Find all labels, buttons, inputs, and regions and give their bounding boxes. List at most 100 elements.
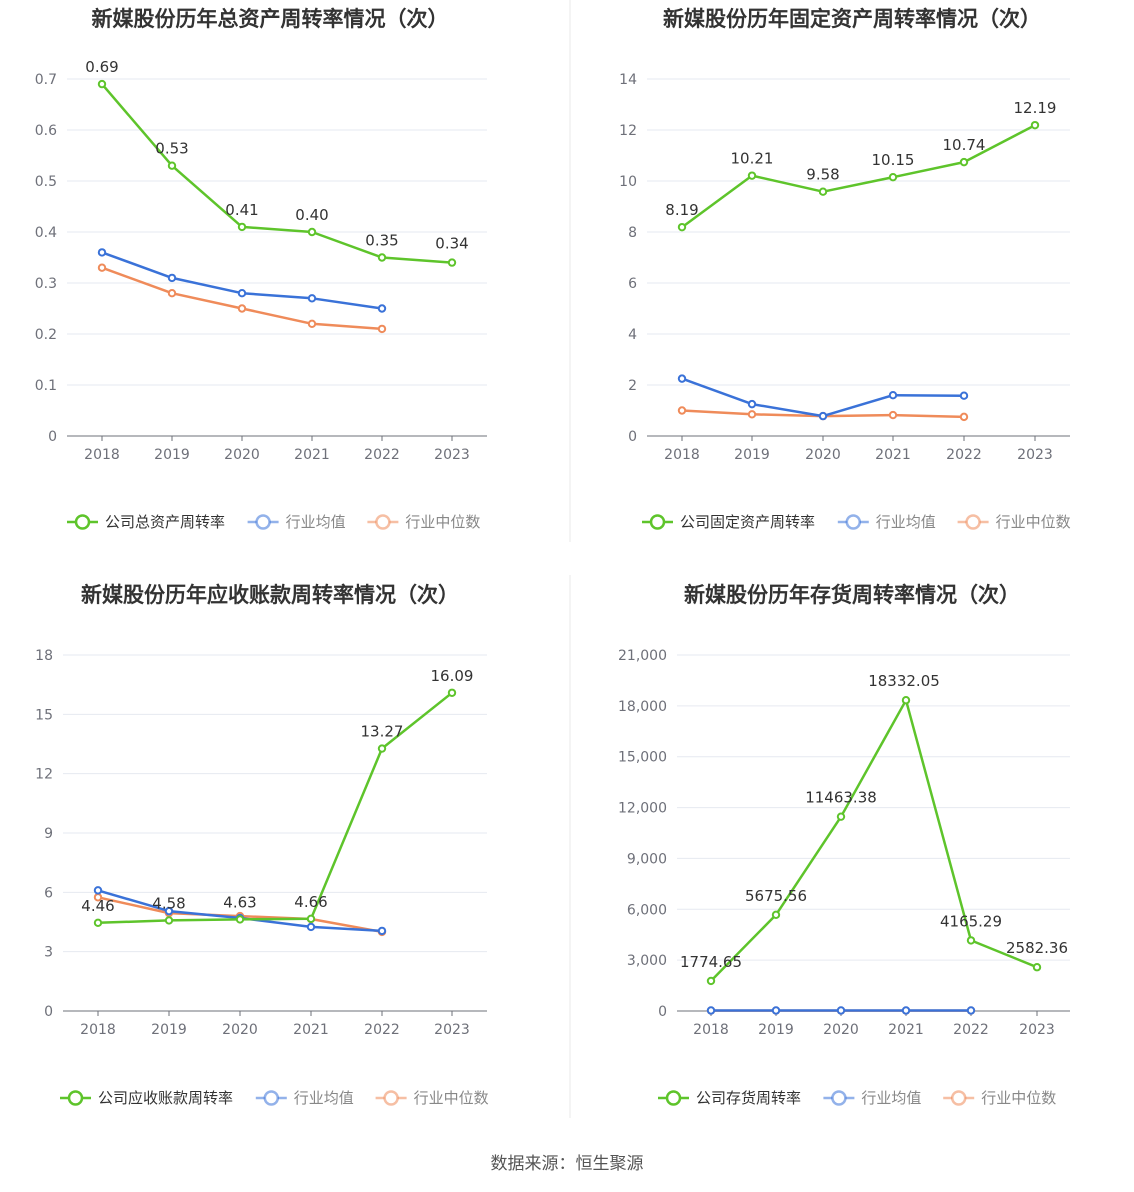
data-point-average bbox=[901, 1006, 911, 1015]
y-tick-label: 14 bbox=[619, 72, 637, 88]
data-point-average bbox=[377, 926, 387, 936]
y-tick-label: 0 bbox=[48, 429, 57, 445]
x-tick-label: 2022 bbox=[364, 1022, 400, 1038]
legend-circle-icon bbox=[831, 1090, 847, 1106]
data-point-median bbox=[237, 304, 247, 313]
y-tick-label: 3,000 bbox=[627, 953, 667, 969]
x-tick-label: 2023 bbox=[1017, 447, 1053, 463]
data-point-company bbox=[97, 79, 107, 89]
chart-title: 新媒股份历年固定资产周转率情况（次） bbox=[663, 7, 1041, 31]
y-tick-label: 0 bbox=[658, 1004, 667, 1020]
legend-circle-icon bbox=[383, 1090, 399, 1106]
y-tick-label: 10 bbox=[619, 174, 637, 190]
data-point-company bbox=[901, 696, 911, 705]
data-label: 0.34 bbox=[435, 235, 468, 253]
y-tick-label: 12 bbox=[35, 767, 53, 783]
data-point-median bbox=[747, 410, 757, 419]
data-point-median bbox=[307, 319, 317, 328]
data-point-median bbox=[677, 406, 687, 415]
data-source-footer: 数据来源：恒生聚源 bbox=[490, 1154, 644, 1174]
data-point-average bbox=[93, 886, 103, 895]
data-point-company bbox=[818, 187, 828, 196]
y-tick-label: 9 bbox=[44, 826, 53, 842]
data-point-average bbox=[307, 294, 317, 303]
chart-panel-4: 新媒股份历年存货周转率情况（次） 0 3,000 6,000 9,000 12,000 15… bbox=[618, 583, 1070, 1107]
data-point-average bbox=[377, 304, 387, 313]
data-label: 12.19 bbox=[1014, 99, 1057, 117]
legend-item-company: 公司总资产周转率 bbox=[67, 513, 225, 531]
x-tick-label: 2019 bbox=[734, 447, 770, 463]
legend-item-average: 行业均值 bbox=[255, 1089, 354, 1107]
y-tick-label: 4 bbox=[628, 327, 637, 343]
data-label: 4.46 bbox=[81, 897, 114, 915]
data-point-median bbox=[377, 324, 387, 334]
data-point-company bbox=[377, 744, 387, 753]
legend-label: 公司总资产周转率 bbox=[105, 513, 225, 531]
series-line-average bbox=[101, 251, 383, 310]
x-tick-label: 2018 bbox=[693, 1022, 729, 1038]
x-tick-label: 2018 bbox=[664, 447, 700, 463]
x-tick-label: 2018 bbox=[84, 447, 120, 463]
data-label: 0.41 bbox=[225, 201, 258, 219]
x-tick-label: 2021 bbox=[888, 1022, 924, 1038]
data-label: 10.15 bbox=[872, 151, 915, 169]
legend-circle-icon bbox=[649, 514, 666, 530]
data-point-median bbox=[888, 410, 898, 420]
data-point-median bbox=[97, 263, 107, 272]
data-point-company bbox=[167, 161, 177, 170]
chart-panel-1: 新媒股份历年总资产周转率情况（次） 0 0.1 0.2 0.3 0.4 0.5 0.6 0.7 2… bbox=[35, 7, 487, 531]
chart-title: 新媒股份历年存货周转率情况（次） bbox=[684, 583, 1020, 607]
data-label: 10.21 bbox=[731, 150, 774, 168]
legend-item-company: 公司固定资产周转率 bbox=[642, 513, 815, 531]
data-point-average bbox=[836, 1006, 846, 1015]
legend-label: 行业均值 bbox=[286, 513, 346, 531]
data-label: 0.40 bbox=[295, 206, 328, 224]
series-line-company bbox=[710, 698, 1038, 982]
y-tick-label: 12,000 bbox=[618, 801, 667, 817]
data-point-company bbox=[447, 688, 457, 697]
x-tick-label: 2020 bbox=[805, 447, 841, 463]
legend-circle-icon bbox=[950, 1090, 967, 1106]
data-point-median bbox=[167, 289, 177, 298]
x-tick-label: 2023 bbox=[1019, 1022, 1055, 1038]
data-point-company bbox=[447, 258, 457, 267]
y-tick-label: 0.5 bbox=[35, 174, 57, 190]
data-label: 5675.56 bbox=[745, 887, 807, 905]
data-point-company bbox=[888, 172, 898, 182]
x-tick-label: 2020 bbox=[224, 447, 260, 463]
legend-label: 行业均值 bbox=[876, 513, 936, 531]
y-tick-label: 6 bbox=[628, 276, 637, 292]
legend-label: 行业中位数 bbox=[405, 513, 480, 531]
data-label: 4.58 bbox=[152, 894, 185, 912]
legend-label: 公司固定资产周转率 bbox=[680, 513, 815, 531]
data-label: 4.63 bbox=[223, 893, 256, 911]
data-point-average bbox=[306, 922, 316, 932]
data-point-average bbox=[167, 273, 177, 283]
y-tick-label: 6,000 bbox=[627, 902, 667, 918]
data-point-company bbox=[237, 222, 247, 232]
data-point-average bbox=[888, 391, 898, 400]
x-tick-label: 2022 bbox=[953, 1022, 989, 1038]
legend-item-median: 行业中位数 bbox=[957, 513, 1071, 531]
data-point-company bbox=[306, 914, 316, 924]
data-point-company bbox=[747, 171, 757, 180]
data-label: 8.19 bbox=[665, 201, 698, 219]
x-tick-label: 2023 bbox=[434, 447, 470, 463]
x-tick-label: 2021 bbox=[293, 1022, 329, 1038]
legend-item-company: 公司应收账款周转率 bbox=[60, 1089, 233, 1107]
legend-circle-icon bbox=[375, 514, 391, 530]
data-label: 11463.38 bbox=[805, 789, 877, 807]
chart-panel-3: 新媒股份历年应收账款周转率情况（次） 0 3 6 9 12 15 18 2018 2019 2020… bbox=[35, 583, 488, 1107]
legend-label: 行业中位数 bbox=[981, 1089, 1056, 1107]
x-tick-label: 2019 bbox=[758, 1022, 794, 1038]
y-tick-label: 9,000 bbox=[627, 851, 667, 867]
y-tick-label: 21,000 bbox=[618, 648, 667, 664]
series-line-median bbox=[101, 266, 383, 331]
x-tick-label: 2020 bbox=[823, 1022, 859, 1038]
data-label: 2582.36 bbox=[1006, 939, 1068, 957]
legend-item-average: 行业均值 bbox=[823, 1089, 921, 1107]
series-line-company bbox=[681, 124, 1036, 229]
data-label: 0.35 bbox=[365, 232, 398, 250]
data-point-average bbox=[818, 411, 828, 421]
